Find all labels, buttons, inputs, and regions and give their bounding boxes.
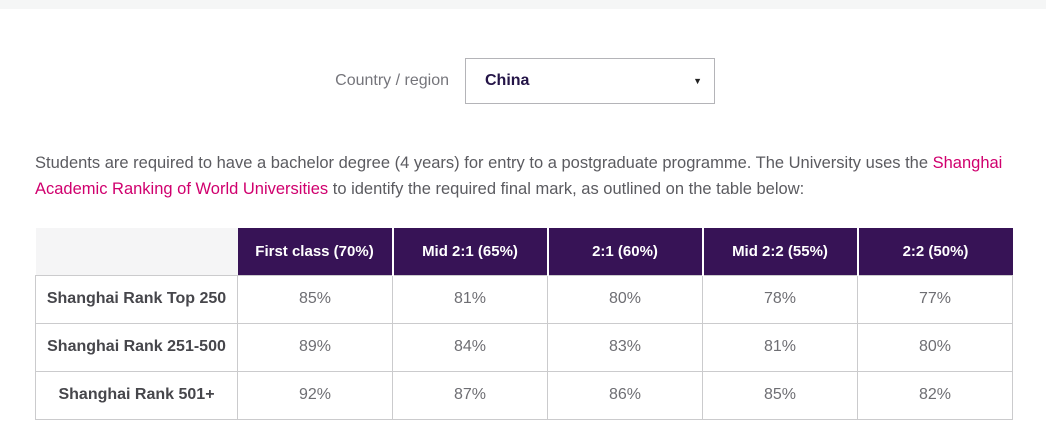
table-cell: 85% [237,274,393,324]
table-row: Shanghai Rank 501+ 92% 87% 86% 85% 82% [35,370,1013,420]
entry-requirements-paragraph: Students are required to have a bachelor… [35,150,1015,202]
table-cell: 81% [392,274,548,324]
table-cell: 86% [547,370,703,420]
table-cell: 77% [857,274,1013,324]
chevron-down-icon: ▼ [693,76,702,86]
table-cell: 83% [547,322,703,372]
table-cell: 80% [857,322,1013,372]
table-cell: 82% [857,370,1013,420]
table-cell: 80% [547,274,703,324]
table-cell: 87% [392,370,548,420]
table-row: Shanghai Rank Top 250 85% 81% 80% 78% 77… [35,274,1013,324]
table-cell: 78% [702,274,858,324]
column-header-first-class: First class (70%) [237,228,393,275]
country-region-label: Country / region [335,72,449,89]
intro-text-after-link: to identify the required final mark, as … [328,180,805,198]
table-header-row: First class (70%) Mid 2:1 (65%) 2:1 (60%… [35,228,1013,275]
country-filter-row: Country / region China ▼ [0,58,1046,104]
column-header-mid-2-2: Mid 2:2 (55%) [701,228,858,275]
row-label-501-plus: Shanghai Rank 501+ [35,370,238,420]
column-header-2-2: 2:2 (50%) [856,228,1013,275]
intro-text-before-link: Students are required to have a bachelor… [35,154,933,172]
row-label-top-250: Shanghai Rank Top 250 [35,274,238,324]
entry-marks-table: First class (70%) Mid 2:1 (65%) 2:1 (60%… [35,228,1013,420]
table-cell: 92% [237,370,393,420]
table-cell: 84% [392,322,548,372]
country-select-value: China [485,72,530,89]
table-row: Shanghai Rank 251-500 89% 84% 83% 81% 80… [35,322,1013,372]
table-cell: 81% [702,322,858,372]
row-label-251-500: Shanghai Rank 251-500 [35,322,238,372]
country-select[interactable]: China ▼ [465,58,715,104]
column-header-mid-2-1: Mid 2:1 (65%) [391,228,548,275]
table-cell: 85% [702,370,858,420]
page-top-strip [0,0,1046,9]
column-header-2-1: 2:1 (60%) [546,228,703,275]
table-cell: 89% [237,322,393,372]
table-corner-cell [35,228,238,275]
shanghai-ranking-link[interactable]: Shanghai Academic Ranking of World Unive… [35,154,1003,198]
